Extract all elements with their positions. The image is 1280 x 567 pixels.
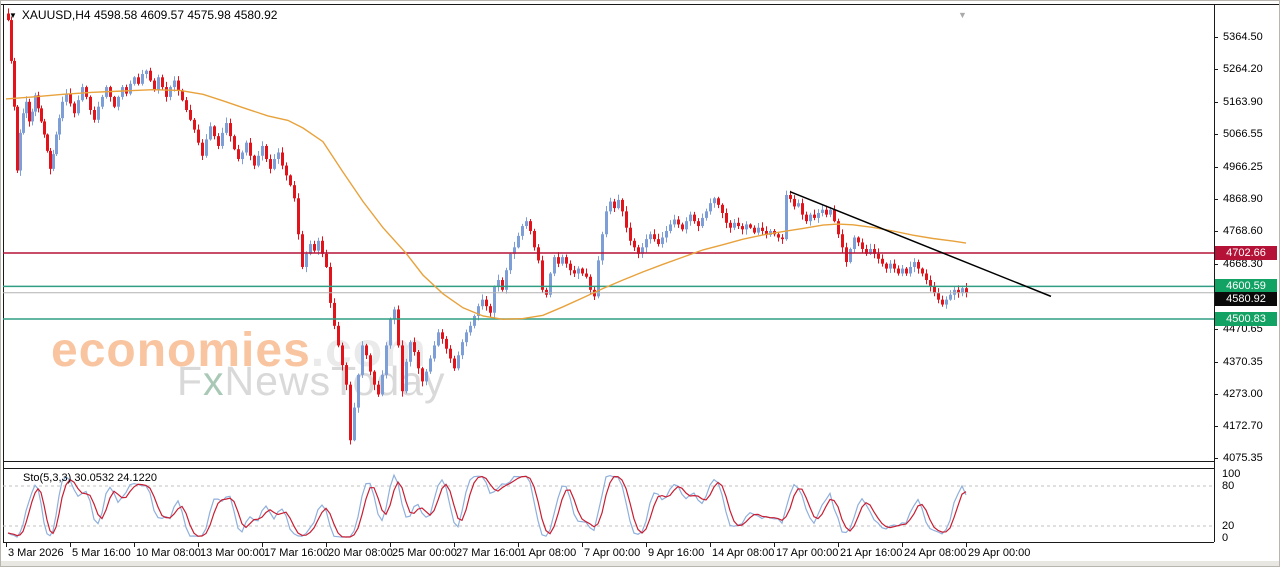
time-tick-mark — [838, 543, 839, 547]
main-panel-top-border — [1, 4, 1279, 5]
price-tick-mark — [1214, 102, 1218, 104]
time-tick-label: 21 Apr 16:00 — [840, 547, 903, 559]
price-level-badge: 4600.59 — [1215, 278, 1277, 293]
watermark-tagline-f: F — [177, 358, 204, 404]
time-tick-label: 29 Apr 00:00 — [968, 547, 1031, 559]
stochastic-main-line — [7, 473, 967, 538]
price-chart-canvas[interactable] — [3, 4, 1214, 461]
time-tick-mark — [646, 543, 647, 547]
time-tick-mark — [582, 543, 583, 547]
time-tick-mark — [134, 543, 135, 547]
time-tick-label: 3 Mar 2026 — [8, 547, 64, 559]
time-tick-label: 20 Mar 08:00 — [328, 547, 393, 559]
time-tick-label: 27 Mar 16:00 — [456, 547, 521, 559]
price-tick-mark — [1214, 458, 1218, 460]
price-tick-label: 4768.60 — [1223, 225, 1263, 238]
time-tick-mark — [454, 543, 455, 547]
watermark-brand-text: economies — [51, 324, 311, 377]
time-tick-label: 17 Mar 16:00 — [264, 547, 329, 559]
time-tick-label: 1 Apr 08:00 — [520, 547, 577, 559]
price-level-badge: 4500.83 — [1215, 311, 1277, 326]
price-tick-mark — [1214, 134, 1218, 135]
time-tick-label: 9 Apr 16:00 — [648, 547, 705, 559]
price-tick-mark — [1214, 198, 1218, 200]
price-tick-label: 5066.55 — [1223, 128, 1263, 140]
price-tick-mark — [1214, 69, 1218, 71]
time-tick-label: 17 Apr 00:00 — [776, 547, 839, 559]
time-tick-mark — [6, 543, 7, 547]
price-axis-divider[interactable] — [1214, 4, 1215, 542]
indicator-panel-top-border[interactable] — [3, 468, 1214, 469]
price-tick-label: 4868.90 — [1223, 192, 1263, 205]
price-tick-label: 4966.25 — [1223, 160, 1263, 173]
chart-left-border — [3, 4, 4, 542]
price-tick-label: 5163.90 — [1223, 96, 1263, 109]
price-tick-label: 5364.50 — [1223, 30, 1263, 43]
last-bar-marker-icon[interactable]: ▼ — [958, 10, 967, 20]
price-tick-mark — [1214, 231, 1218, 233]
stochastic-lines — [7, 473, 967, 538]
descending-trendline[interactable] — [789, 191, 1052, 298]
watermark-brand: economies.com — [51, 323, 427, 378]
candlestick-series — [7, 8, 968, 445]
time-tick-label: 24 Apr 08:00 — [904, 547, 967, 559]
price-tick-label: 5264.20 — [1223, 63, 1263, 76]
price-tick-label: 4370.35 — [1223, 355, 1263, 368]
time-tick-label: 25 Mar 00:00 — [392, 547, 457, 559]
stochastic-canvas[interactable] — [3, 468, 1214, 542]
stochastic-scale-label: 100 — [1222, 468, 1241, 480]
stochastic-scale-label: 20 — [1222, 520, 1235, 532]
stochastic-level-lines — [3, 485, 1214, 527]
price-tick-mark — [1214, 264, 1218, 266]
stochastic-indicator-label: Sto(5,3,3) 30.0532 24.1220 — [23, 472, 157, 484]
time-tick-label: 5 Mar 16:00 — [72, 547, 131, 559]
price-tick-label: 4172.70 — [1223, 420, 1263, 433]
time-tick-mark — [710, 543, 711, 547]
time-tick-mark — [518, 543, 519, 547]
symbol-ohlc-readout: ▼ XAUUSD,H4 4598.58 4609.57 4575.98 4580.… — [9, 8, 277, 22]
time-tick-mark — [390, 543, 391, 547]
time-tick-label: 7 Apr 00:00 — [584, 547, 641, 559]
time-tick-mark — [326, 543, 327, 547]
price-tick-label: 4668.30 — [1223, 258, 1263, 271]
time-tick-mark — [198, 543, 199, 547]
time-tick-mark — [774, 543, 775, 547]
time-tick-label: 14 Apr 08:00 — [712, 547, 775, 559]
stochastic-scale-label: 80 — [1222, 480, 1235, 492]
symbol-ohlc-text: XAUUSD,H4 4598.58 4609.57 4575.98 4580.9… — [21, 8, 278, 22]
price-tick-mark — [1214, 393, 1218, 395]
window-bottom-edge — [1, 561, 1279, 566]
moving-average-line[interactable] — [5, 88, 967, 321]
price-tick-mark — [1214, 328, 1218, 330]
stochastic-signal-line — [7, 475, 967, 538]
time-tick-mark — [70, 543, 71, 547]
price-tick-mark — [1214, 426, 1218, 428]
price-tick-label: 4075.35 — [1223, 452, 1263, 465]
price-tick-label: 4273.00 — [1223, 387, 1263, 400]
time-tick-mark — [966, 543, 967, 547]
time-tick-label: 13 Mar 00:00 — [200, 547, 265, 559]
watermark-x-glyph: x — [203, 358, 225, 404]
chart-dropdown-icon[interactable]: ▼ — [9, 11, 17, 20]
price-level-badge: 4580.92 — [1215, 291, 1277, 306]
stochastic-scale-label: 0 — [1222, 531, 1229, 544]
price-tick-mark — [1214, 361, 1218, 363]
indicator-panel-bottom-border — [3, 542, 1214, 543]
price-tick-label: 4470.65 — [1223, 322, 1263, 335]
time-tick-mark — [902, 543, 903, 547]
time-tick-label: 10 Mar 08:00 — [136, 547, 201, 559]
price-tick-mark — [1214, 36, 1218, 38]
main-panel-bottom-border — [3, 461, 1214, 462]
price-level-badge: 4702.66 — [1215, 246, 1277, 260]
price-tick-mark — [1214, 166, 1218, 168]
time-tick-mark — [262, 543, 263, 547]
